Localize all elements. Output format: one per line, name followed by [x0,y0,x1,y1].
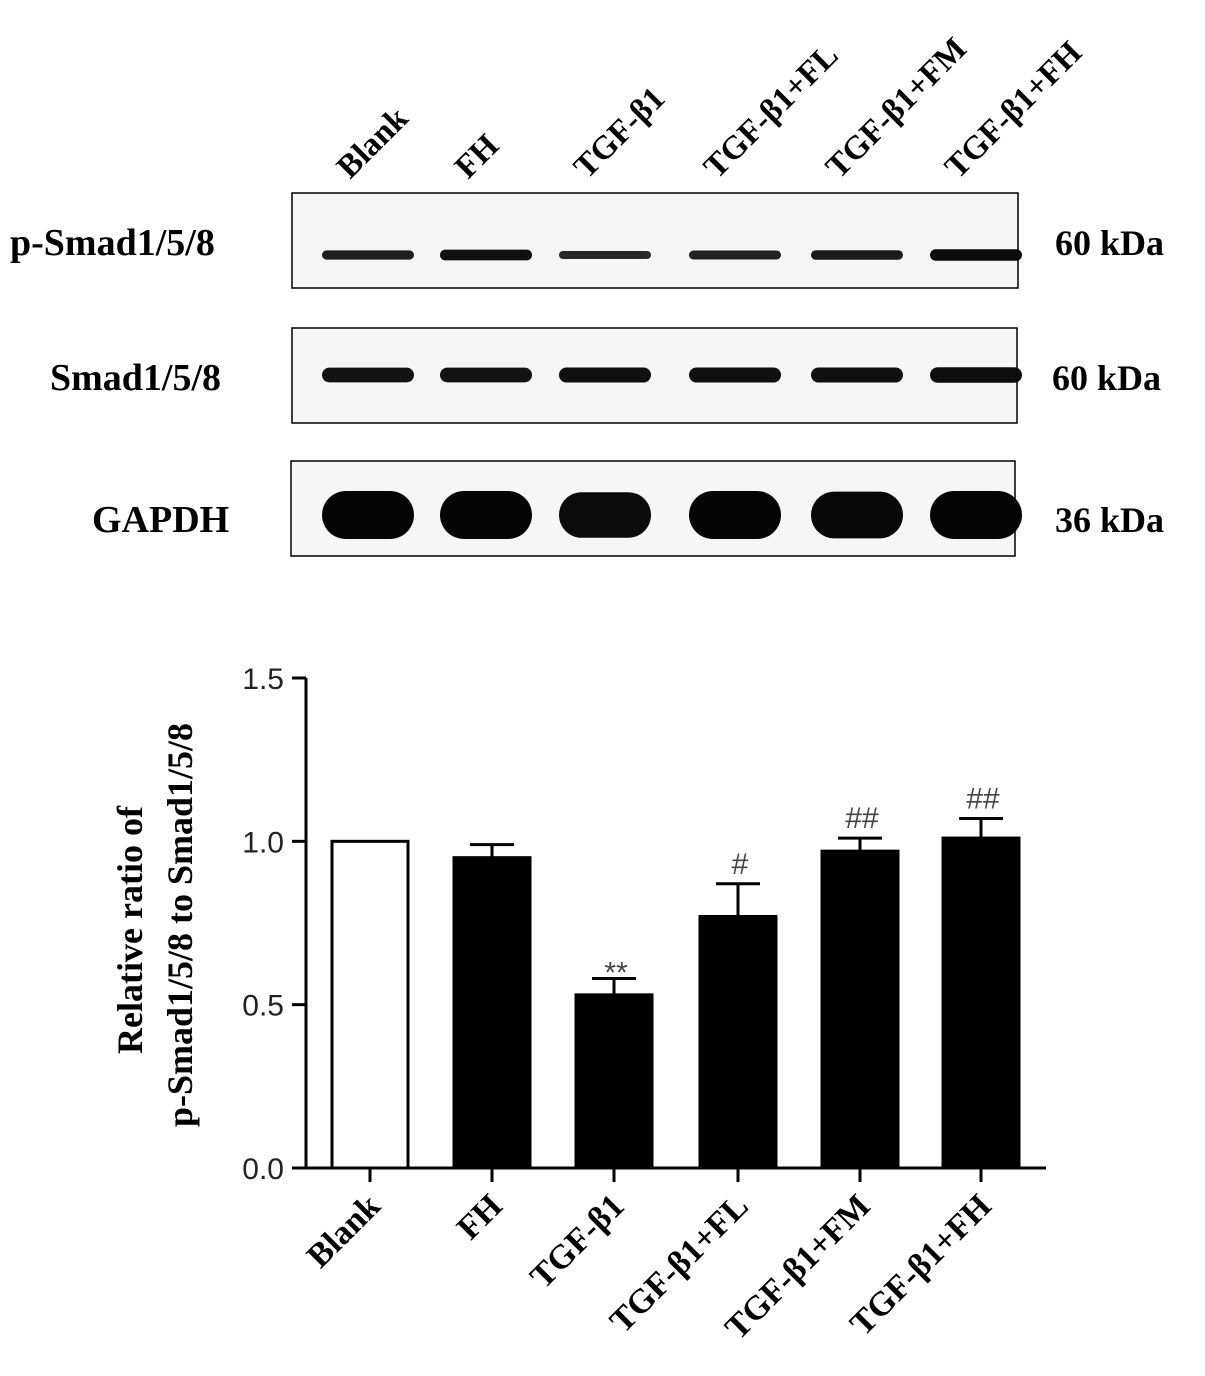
blot-lane-label-blank: Blank [330,100,416,186]
blot-band-tgf-1-fl [689,367,781,383]
blot-panel-frame [291,192,1019,289]
y-tick-label: 0.0 [242,1153,284,1186]
bar-blank [330,839,410,1170]
blot-band-blank [322,367,414,383]
blot-panel-p-smad1-5-8: p-Smad1/5/8 60 kDa [10,192,1164,289]
blot-band-tgf-1-fm [811,250,903,260]
chart-axes: 0.0 0.5 1.0 1.5 [242,663,1046,1186]
y-axis-label-line2: p-Smad1/5/8 to Smad1/5/8 [160,723,200,1127]
bar-tgf-1-fh [941,836,1021,1170]
blot-kda-smad1-5-8: 60 kDa [1052,358,1161,398]
bar-tgf-1-fm [820,849,900,1170]
bar-tgf-1 [574,993,654,1170]
blot-band-fh [440,367,532,383]
chart-y-axis-label: Relative ratio of p-Smad1/5/8 to Smad1/5… [110,723,200,1127]
bar-chart: 0.00.51.01.5 **##### Blank FH TGF-β1TGF-β1… [110,663,1046,1347]
annotation-tgf-1-fm: ## [845,802,879,835]
blot-label-smad1-5-8: Smad1/5/8 [50,357,221,399]
bar-fh [452,856,532,1170]
blot-band-tgf-1-fh [930,367,1022,383]
blot-lane-label-tgf-1: TGF-β1 [567,80,672,185]
blot-band-tgf-1-fl [689,491,781,539]
blot-kda-gapdh: 36 kDa [1055,500,1164,540]
blot-band-fh [440,249,532,261]
x-tick-label-fh: FH [450,1187,510,1247]
chart-bars [330,836,1021,1170]
annotation-tgf-1: ** [604,957,628,990]
x-tick-label-blank: Blank [300,1187,388,1275]
annotation-tgf-1-fh: ## [966,782,1000,815]
x-tick-label-tgf-1: TGF-β1 [523,1187,631,1295]
blot-label-gapdh: GAPDH [92,499,229,541]
chart-annotations: **##### [604,782,1000,989]
western-blot-panels: p-Smad1/5/8 60 kDa Smad1/5/8 60 kDa GAPDH 36 … [10,192,1164,557]
blot-band-tgf-1 [559,492,651,538]
y-axis-label-line1: Relative ratio of [110,805,150,1054]
blot-panel-smad1-5-8: Smad1/5/8 60 kDa [50,327,1161,424]
blot-kda-p-smad1-5-8: 60 kDa [1055,223,1164,263]
chart-error-bars [470,816,1003,995]
blot-band-blank [322,250,414,260]
bar-tgf-1-fl [698,914,778,1170]
blot-band-tgf-1-fm [811,367,903,383]
blot-band-blank [322,491,414,539]
blot-band-tgf-1-fh [930,249,1022,261]
blot-panel-gapdh: GAPDH 36 kDa [92,460,1164,557]
blot-band-tgf-1 [559,250,651,260]
y-tick-label: 1.5 [242,663,284,696]
annotation-tgf-1-fl: # [732,848,749,881]
y-tick-label: 0.5 [242,990,284,1023]
blot-band-tgf-1-fl [689,250,781,260]
blot-band-tgf-1-fh [930,491,1022,539]
blot-band-tgf-1-fm [811,491,903,539]
blot-band-fh [440,491,532,539]
y-tick-label: 1.0 [242,826,284,859]
blot-lane-label-fh: FH [448,128,506,186]
blot-band-tgf-1 [559,367,651,383]
blot-label-p-smad1-5-8: p-Smad1/5/8 [10,222,215,264]
